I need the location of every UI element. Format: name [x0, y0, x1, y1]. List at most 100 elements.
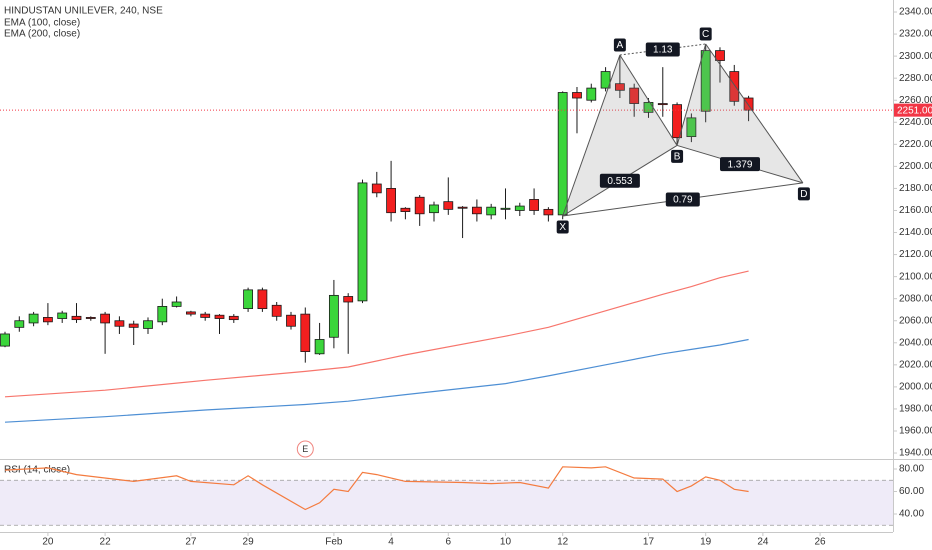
candle-body — [586, 87, 597, 101]
ratio-tag: 1.13 — [645, 42, 680, 57]
ratio-box — [645, 42, 680, 57]
ratio-tag: 0.553 — [599, 173, 640, 188]
y-tick-label: 2340.00 — [899, 7, 932, 18]
candle-body — [343, 296, 354, 303]
candle-body — [486, 206, 497, 216]
y-tick-label: 2140.00 — [899, 227, 932, 238]
y-tick-label: 1980.00 — [899, 404, 932, 415]
point-box — [699, 27, 712, 41]
pattern-line — [619, 54, 678, 146]
point-label: X — [559, 222, 566, 233]
point-tag: D — [797, 187, 810, 201]
legend-entry: EMA (100, close) — [4, 18, 80, 29]
ratio-label: 1.13 — [653, 45, 673, 56]
y-tick-label: 2300.00 — [899, 51, 932, 62]
candle-body — [143, 320, 153, 329]
y-tick-label: 2260.00 — [899, 95, 932, 106]
y-tick-label: 80.00 — [899, 464, 924, 475]
candle-body — [543, 208, 554, 216]
candle-body — [715, 50, 725, 61]
candle-body — [28, 313, 39, 324]
y-tick-label: 2160.00 — [899, 205, 932, 216]
ratio-label: 0.553 — [607, 176, 632, 187]
pattern-line — [562, 54, 621, 217]
point-label: C — [702, 29, 709, 40]
candle-body — [271, 304, 282, 317]
candle-body — [0, 333, 10, 347]
x-tick-label: 12 — [557, 537, 569, 548]
candle-body — [157, 305, 168, 323]
candle-body — [400, 207, 411, 212]
y-tick-label: 2080.00 — [899, 293, 932, 304]
candle-body — [114, 320, 125, 327]
candle-body — [371, 183, 382, 194]
candle-body — [57, 312, 68, 319]
x-tick-label: 6 — [446, 537, 452, 548]
candle-body — [600, 71, 611, 89]
candle-body — [357, 182, 368, 302]
candle-body — [314, 339, 325, 355]
candle-body — [443, 201, 454, 210]
candle-body — [414, 196, 425, 215]
candle-body — [328, 294, 339, 338]
candle-body — [286, 314, 296, 327]
pattern-fill — [562, 55, 678, 216]
point-box — [556, 220, 569, 234]
y-tick-label: 40.00 — [899, 509, 924, 520]
ratio-label: 1.379 — [727, 159, 752, 170]
candle-body — [529, 199, 539, 211]
point-label: A — [617, 40, 624, 51]
event-marker — [296, 440, 314, 458]
point-label: D — [800, 189, 807, 200]
chart-title: HINDUSTAN UNILEVER, 240, NSE — [4, 6, 163, 17]
candle-body — [614, 83, 625, 91]
ratio-box — [599, 173, 640, 188]
x-tick-label: Feb — [325, 537, 343, 548]
candle-body — [700, 50, 711, 112]
candle-body — [686, 117, 697, 138]
candle-body — [243, 289, 253, 310]
pattern-line — [619, 43, 706, 56]
candle-body — [729, 71, 740, 102]
ratio-tag: 1.379 — [719, 157, 760, 172]
y-tick-label: 1940.00 — [899, 448, 932, 459]
candle-body — [500, 207, 511, 210]
y-tick-label: 2120.00 — [899, 249, 932, 260]
x-tick-label: 10 — [500, 537, 512, 548]
candle-body — [386, 188, 396, 214]
last-price-label: 2251.00 — [897, 105, 932, 116]
point-tag: C — [699, 27, 712, 41]
point-tag: A — [613, 38, 626, 52]
candle-body — [572, 92, 582, 99]
candle-body — [257, 289, 268, 310]
candle-body — [128, 323, 139, 328]
candle-body — [300, 313, 311, 353]
rsi-line — [4, 466, 749, 511]
ema-line — [4, 270, 749, 398]
candle-body — [743, 97, 754, 111]
candle-body — [214, 314, 225, 319]
ratio-tag: 0.79 — [665, 192, 700, 207]
point-box — [797, 187, 810, 201]
y-tick-label: 2280.00 — [899, 73, 932, 84]
candle-body — [185, 311, 196, 315]
x-tick-label: 19 — [700, 537, 712, 548]
x-tick-label: 22 — [100, 537, 112, 548]
candle-body — [14, 320, 25, 328]
candle-body — [85, 317, 96, 319]
candle-body — [228, 315, 239, 321]
event-label: E — [302, 444, 308, 454]
pattern-line — [676, 43, 707, 146]
candle-body — [100, 313, 111, 324]
ema-line — [4, 338, 749, 423]
candle-body — [429, 204, 439, 214]
point-label: B — [674, 152, 681, 163]
point-box — [671, 149, 684, 163]
candle-body — [457, 206, 468, 209]
x-tick-label: 27 — [185, 537, 197, 548]
x-tick-label: 29 — [243, 537, 255, 548]
x-tick-label: 4 — [388, 537, 394, 548]
x-tick-label: 20 — [42, 537, 54, 548]
y-tick-label: 2180.00 — [899, 183, 932, 194]
